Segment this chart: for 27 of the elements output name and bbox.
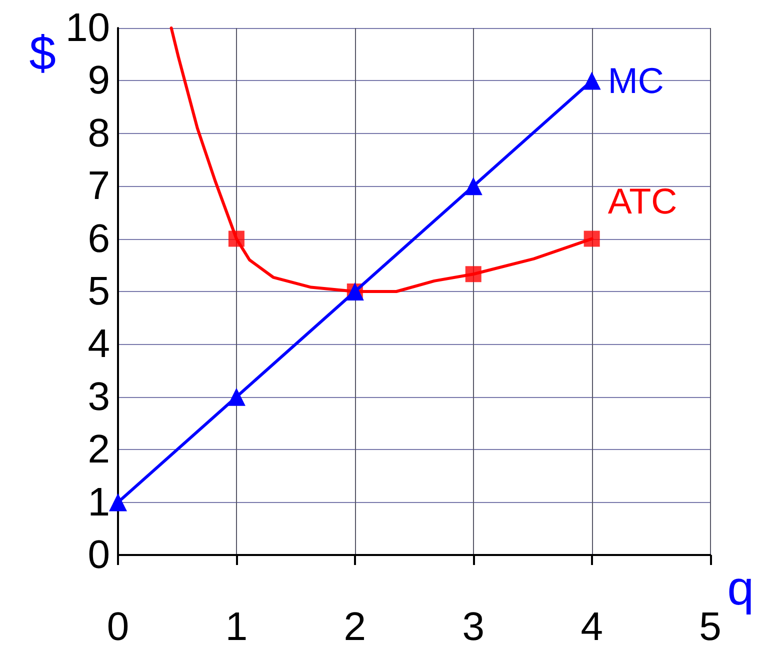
y-tick-label: 0 (88, 533, 110, 577)
series-label: MC (608, 60, 664, 102)
y-tick-label: 7 (88, 164, 110, 208)
y-tick-label: 8 (88, 111, 110, 156)
y-tick-label: 5 (88, 270, 110, 314)
point (584, 230, 600, 247)
y-tick-label: 10 (66, 6, 110, 50)
x-tick-label: 1 (225, 605, 248, 649)
point (582, 72, 601, 90)
y-tick-label: 6 (88, 216, 110, 261)
y-tick-label: 9 (88, 58, 110, 103)
x-tick-label: 2 (344, 605, 366, 649)
y-axis-title: $ (29, 28, 56, 80)
x-axis-title: q (727, 562, 754, 616)
y-tick-label: 2 (88, 428, 110, 472)
x-tick-label: 5 (699, 605, 722, 649)
point (464, 177, 482, 196)
point (465, 266, 482, 282)
y-tick-label: 1 (88, 480, 110, 524)
point (227, 388, 246, 406)
point (109, 493, 127, 512)
x-tick-label: 3 (462, 605, 484, 649)
series-label: ATC (608, 180, 678, 222)
x-tick-label: 4 (580, 605, 603, 649)
point (228, 230, 244, 247)
y-tick-label: 4 (88, 322, 110, 366)
y-tick-label: 3 (88, 374, 110, 419)
